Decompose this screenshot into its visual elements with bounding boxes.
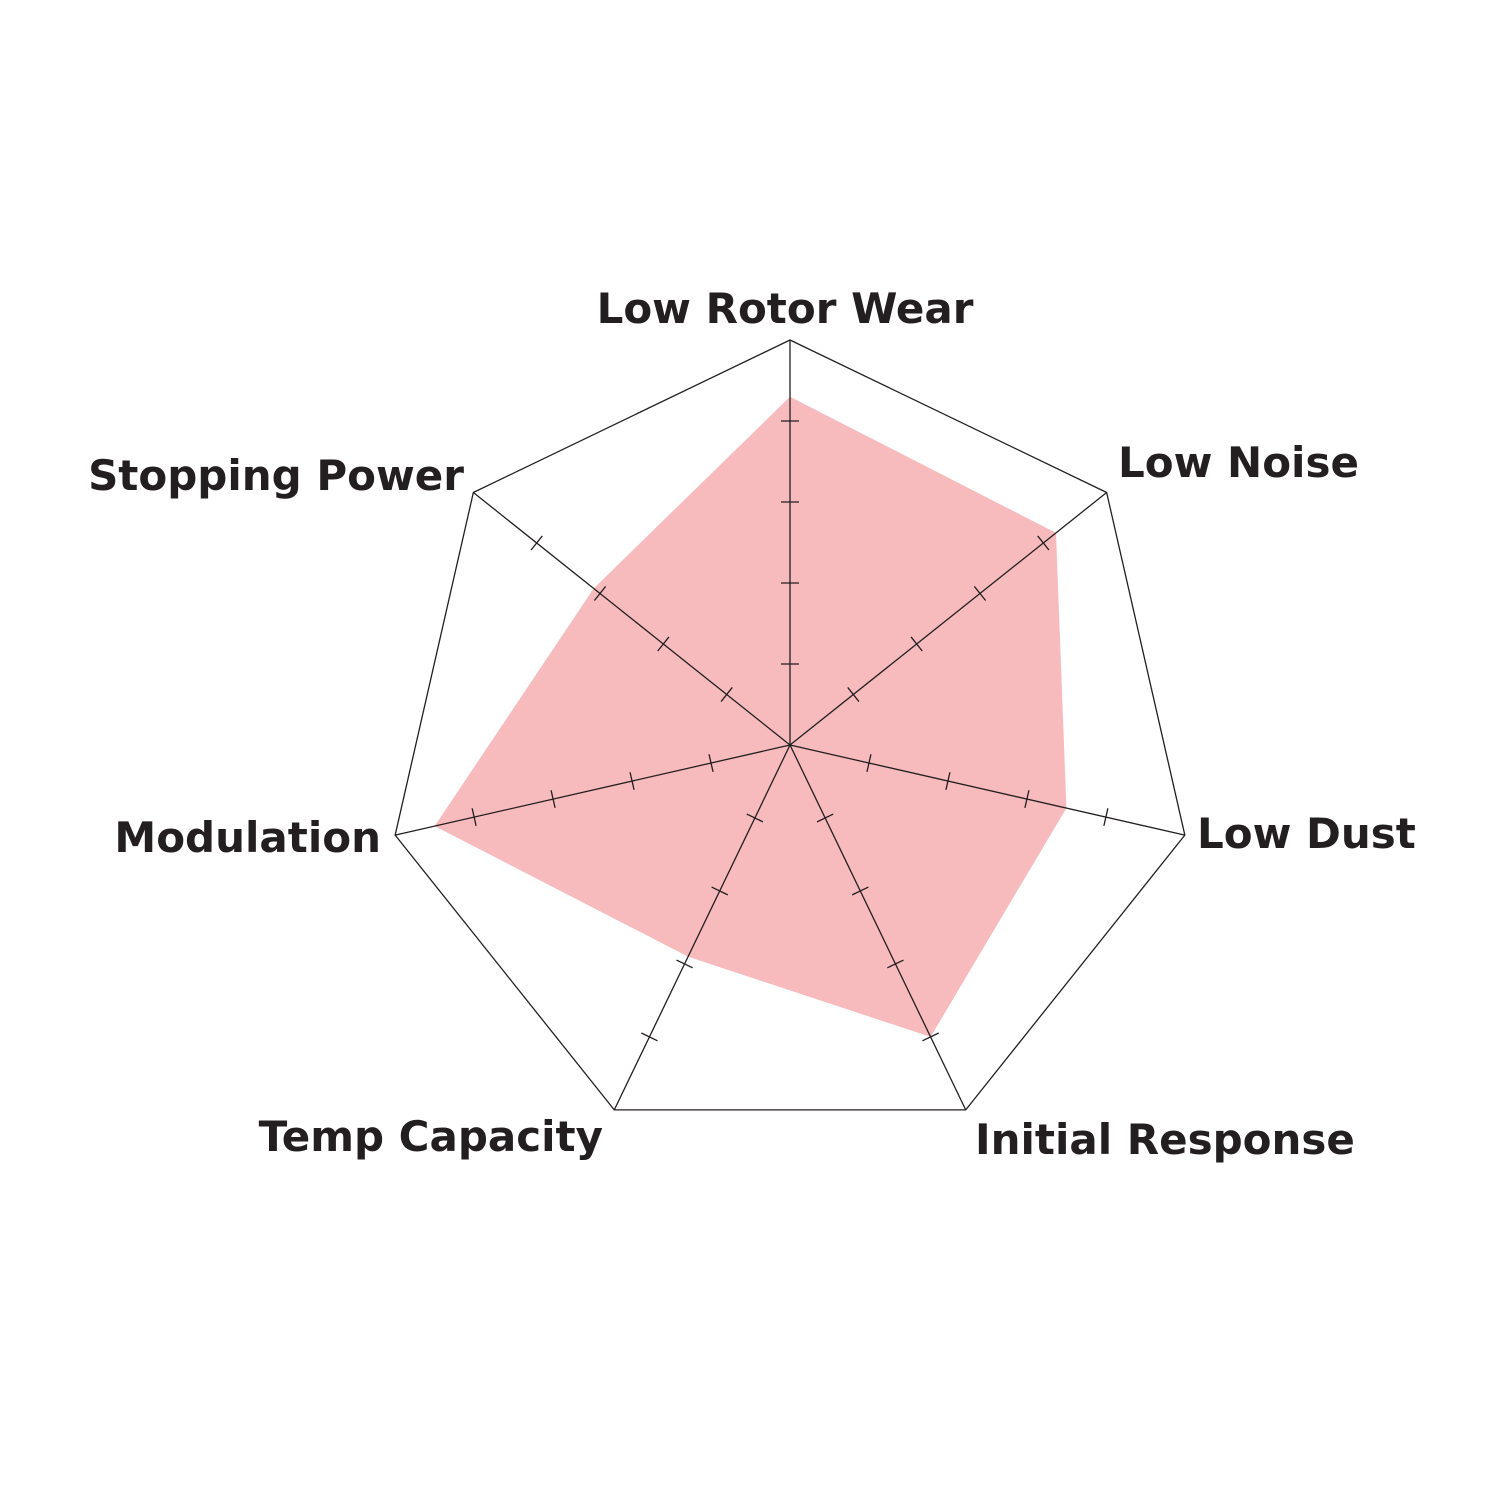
axis-line bbox=[613, 744, 791, 1111]
axis-tick bbox=[866, 754, 872, 772]
axis-line bbox=[472, 491, 791, 746]
axis-tick bbox=[910, 636, 923, 652]
axis-tick bbox=[816, 813, 834, 823]
axis-line bbox=[395, 744, 791, 836]
axis-label: Low Noise bbox=[1118, 438, 1359, 487]
axis-tick bbox=[847, 687, 860, 702]
axis-tick bbox=[676, 959, 693, 969]
axis-tick bbox=[851, 886, 869, 896]
axis-label: Modulation bbox=[114, 813, 381, 862]
axis-tick bbox=[1024, 790, 1030, 808]
axis-tick bbox=[471, 808, 477, 827]
data-area bbox=[434, 396, 1067, 1037]
axis-label: Initial Response bbox=[975, 1115, 1355, 1164]
axis-tick bbox=[746, 813, 764, 823]
axis-tick bbox=[641, 1032, 658, 1042]
axis-label: Low Dust bbox=[1197, 809, 1416, 858]
axis-label: Stopping Power bbox=[88, 451, 464, 500]
axis-tick bbox=[629, 772, 635, 790]
axis-line bbox=[789, 744, 967, 1111]
axis-tick bbox=[1037, 535, 1050, 551]
axis-tick bbox=[708, 754, 714, 772]
axis-tick bbox=[973, 586, 987, 601]
axis-tick bbox=[657, 636, 670, 652]
axis-tick bbox=[945, 772, 951, 790]
axis-line bbox=[789, 491, 1108, 746]
axis-tick bbox=[550, 790, 556, 808]
axis-tick bbox=[1103, 808, 1109, 827]
outer-frame bbox=[394, 339, 1186, 1111]
axis-tick bbox=[593, 586, 607, 601]
axis-tick bbox=[887, 959, 904, 969]
axis-tick bbox=[530, 535, 543, 551]
axis-label: Low Rotor Wear bbox=[597, 284, 974, 333]
axis-tick bbox=[720, 687, 733, 702]
axis-line bbox=[789, 744, 1185, 836]
axis-label: Temp Capacity bbox=[259, 1112, 603, 1161]
axis-tick bbox=[711, 886, 729, 896]
